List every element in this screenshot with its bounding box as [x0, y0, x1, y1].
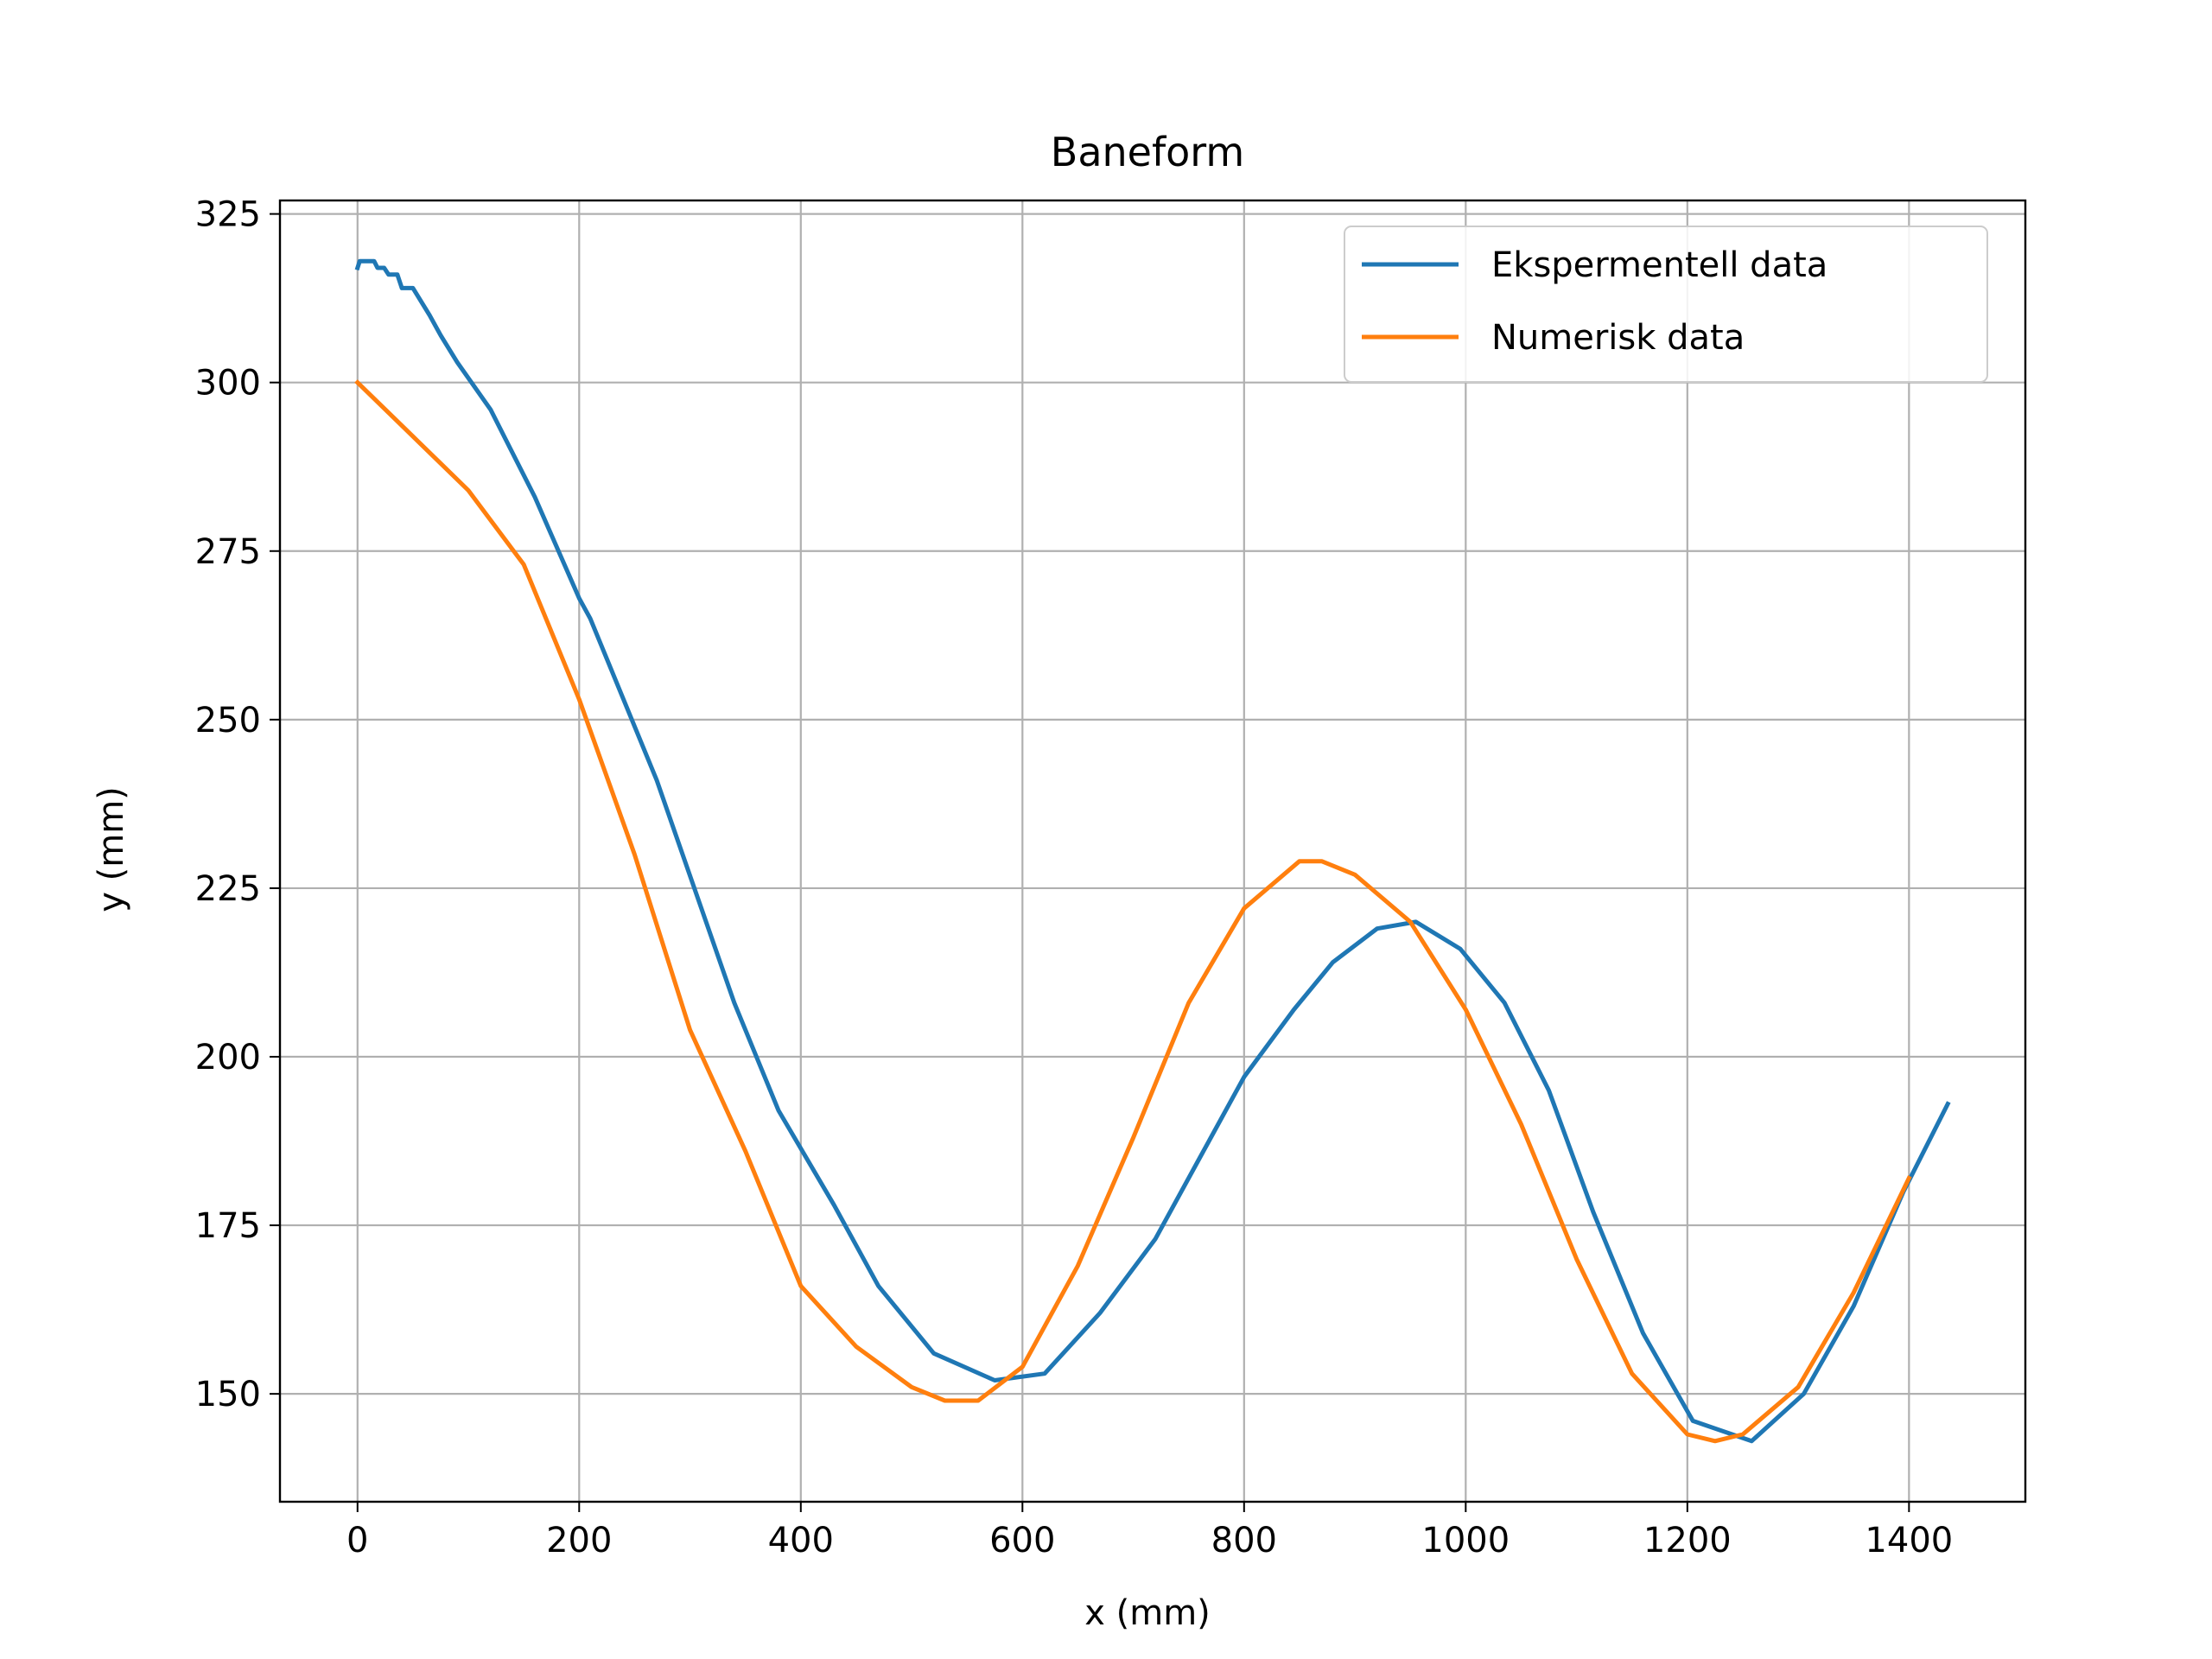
series-line-numerisk [354, 379, 1912, 1444]
y-axis-label: y (mm) [92, 786, 131, 912]
y-tick-label: 225 [195, 869, 261, 909]
x-tick-label: 200 [546, 1521, 612, 1560]
series-layer [354, 258, 1951, 1444]
plot-area-frame [278, 199, 2027, 1503]
x-tick-label: 800 [1211, 1521, 1277, 1560]
y-tick-label: 300 [195, 364, 261, 404]
x-tick-label: 1400 [1865, 1521, 1953, 1560]
y-tick-label: 200 [195, 1038, 261, 1077]
legend: Ekspermentell data Numerisk data [1344, 226, 1988, 383]
y-tick-label: 150 [195, 1375, 261, 1414]
legend-box [1344, 226, 1988, 383]
series-line-ekspermentell [354, 258, 1951, 1444]
x-tick-label: 0 [346, 1521, 368, 1560]
y-tick-label: 175 [195, 1206, 261, 1246]
grid-lines [280, 200, 2025, 1502]
x-tick-label: 600 [989, 1521, 1055, 1560]
x-axis-label: x (mm) [1084, 1593, 1211, 1633]
x-tick-label: 1200 [1643, 1521, 1732, 1560]
y-tick-label: 250 [195, 701, 261, 741]
x-tick-label: 1000 [1421, 1521, 1510, 1560]
y-tick-label: 325 [195, 195, 261, 235]
legend-label-ekspermentell: Ekspermentell data [1491, 245, 1827, 285]
y-tick-label: 275 [195, 532, 261, 572]
chart-title: Baneform [1051, 129, 1244, 175]
axis-ticks: 0 200 400 600 800 1000 1200 1400 150 175 200 225 250… [195, 195, 1954, 1560]
x-tick-label: 400 [768, 1521, 834, 1560]
legend-label-numerisk: Numerisk data [1491, 318, 1745, 358]
